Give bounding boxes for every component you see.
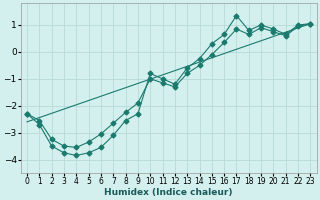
X-axis label: Humidex (Indice chaleur): Humidex (Indice chaleur): [104, 188, 233, 197]
